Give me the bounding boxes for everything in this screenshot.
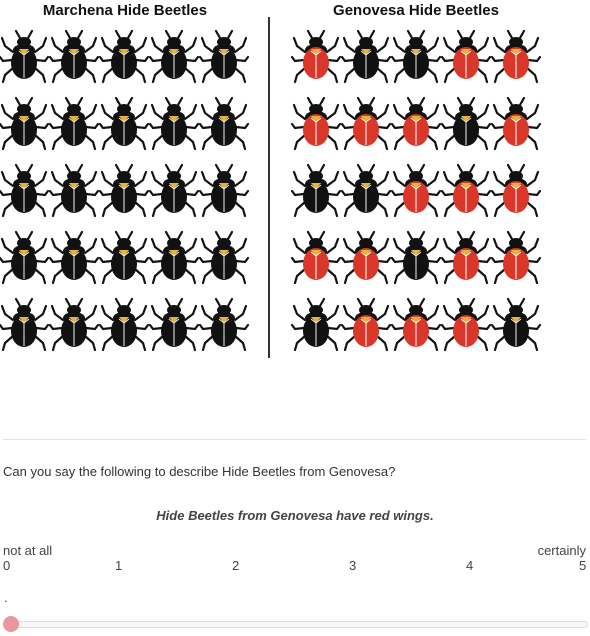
beetle-grids xyxy=(0,29,542,352)
marchena-beetle xyxy=(98,96,150,151)
marchena-beetle xyxy=(198,29,250,84)
genovesa-beetle xyxy=(290,29,342,84)
genovesa-beetle xyxy=(390,29,442,84)
marchena-beetle xyxy=(48,163,100,218)
genovesa-beetle xyxy=(490,297,542,352)
marchena-beetle xyxy=(98,297,150,352)
marchena-beetle xyxy=(0,297,50,352)
genovesa-beetle xyxy=(290,96,342,151)
genovesa-beetle xyxy=(490,29,542,84)
panel-divider xyxy=(268,17,270,358)
scale-tick-5: 5 xyxy=(579,558,587,573)
rating-slider-track[interactable] xyxy=(3,621,588,628)
marchena-beetle xyxy=(0,230,50,285)
genovesa-beetle xyxy=(440,297,492,352)
marchena-beetle xyxy=(148,29,200,84)
marchena-beetle xyxy=(198,96,250,151)
genovesa-beetle xyxy=(340,29,392,84)
section-divider xyxy=(3,439,586,440)
question-text: Can you say the following to describe Hi… xyxy=(3,464,396,479)
marchena-beetle xyxy=(98,163,150,218)
right-panel-title: Genovesa Hide Beetles xyxy=(333,2,499,19)
genovesa-beetle xyxy=(440,230,492,285)
genovesa-beetle xyxy=(340,230,392,285)
marchena-beetle xyxy=(148,96,200,151)
genovesa-beetle xyxy=(390,96,442,151)
genovesa-beetle xyxy=(440,29,492,84)
statement-text: Hide Beetles from Genovesa have red wing… xyxy=(156,508,434,523)
rating-slider-thumb[interactable] xyxy=(3,616,19,632)
marchena-beetle xyxy=(148,230,200,285)
marchena-beetle xyxy=(98,230,150,285)
scale-min-label: not at all xyxy=(3,543,53,558)
slider-value-label: . xyxy=(4,590,8,605)
marchena-beetle xyxy=(198,163,250,218)
genovesa-beetle xyxy=(440,163,492,218)
marchena-beetle xyxy=(98,29,150,84)
genovesa-beetle xyxy=(340,163,392,218)
scale-tick-3: 3 xyxy=(349,558,357,573)
marchena-beetle xyxy=(48,96,100,151)
genovesa-beetle xyxy=(390,163,442,218)
genovesa-beetle xyxy=(390,230,442,285)
left-panel-title: Marchena Hide Beetles xyxy=(42,2,208,19)
scale-tick-2: 2 xyxy=(232,558,240,573)
marchena-beetle xyxy=(0,96,50,151)
marchena-beetle xyxy=(0,29,50,84)
scale-tick-1: 1 xyxy=(115,558,123,573)
genovesa-beetle xyxy=(490,163,542,218)
genovesa-beetle xyxy=(490,96,542,151)
genovesa-beetle xyxy=(290,163,342,218)
marchena-beetle xyxy=(148,163,200,218)
marchena-beetle xyxy=(48,29,100,84)
scale-max-label: certainly xyxy=(537,543,586,558)
genovesa-beetle xyxy=(490,230,542,285)
scale-tick-0: 0 xyxy=(3,558,11,573)
genovesa-beetle xyxy=(340,96,392,151)
genovesa-beetle xyxy=(390,297,442,352)
genovesa-beetle xyxy=(340,297,392,352)
marchena-beetle xyxy=(0,163,50,218)
marchena-beetle xyxy=(48,230,100,285)
genovesa-beetle xyxy=(290,297,342,352)
scale-tick-4: 4 xyxy=(466,558,474,573)
marchena-beetle xyxy=(148,297,200,352)
genovesa-beetle xyxy=(440,96,492,151)
marchena-beetle xyxy=(198,297,250,352)
genovesa-beetle xyxy=(290,230,342,285)
marchena-beetle xyxy=(198,230,250,285)
marchena-beetle xyxy=(48,297,100,352)
